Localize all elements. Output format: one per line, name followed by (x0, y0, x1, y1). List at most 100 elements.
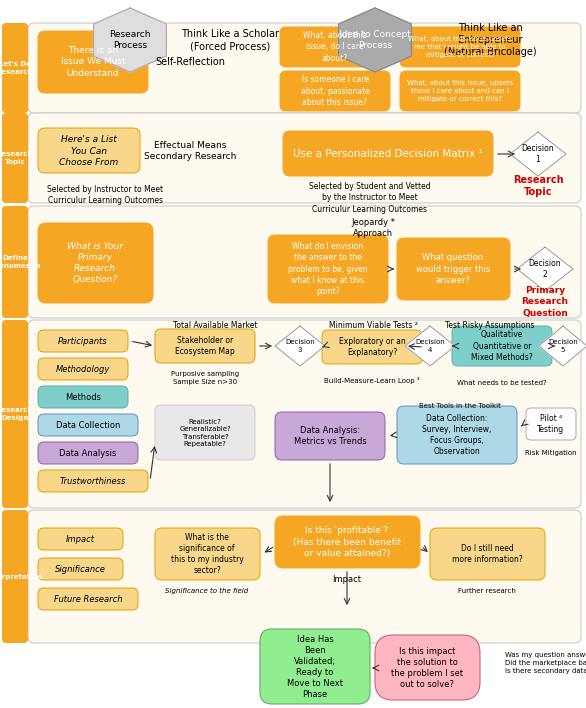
Text: What, about this issue upsets
me that I might be able to
mitigate or correct?: What, about this issue upsets me that I … (408, 37, 512, 57)
FancyBboxPatch shape (38, 358, 128, 380)
Text: What, about this
issue, do I care
about?: What, about this issue, do I care about? (303, 31, 367, 62)
Text: Research
Process: Research Process (109, 30, 151, 50)
FancyBboxPatch shape (38, 223, 153, 303)
Text: Here's a List
You Can
Choose From: Here's a List You Can Choose From (59, 135, 118, 166)
Text: Decision
1: Decision 1 (522, 144, 554, 164)
Text: Data Collection:
Survey, Interview,
Focus Groups,
Observation: Data Collection: Survey, Interview, Focu… (423, 414, 492, 456)
Polygon shape (539, 326, 586, 366)
Text: Was my question answered?
Did the marketplace back up my evidence?
Is there seco: Was my question answered? Did the market… (505, 653, 586, 673)
FancyBboxPatch shape (2, 206, 28, 318)
FancyBboxPatch shape (2, 510, 28, 643)
Text: Data Collection: Data Collection (56, 421, 120, 430)
Text: Is someone I care
about, passionate
about this issue?: Is someone I care about, passionate abou… (301, 75, 369, 107)
FancyBboxPatch shape (268, 235, 388, 303)
FancyBboxPatch shape (280, 27, 390, 67)
Text: Decision
3: Decision 3 (285, 340, 315, 353)
Text: Stakeholder or
Ecosystem Map: Stakeholder or Ecosystem Map (175, 336, 235, 356)
Text: Future Research: Future Research (54, 595, 122, 603)
Text: Significance: Significance (55, 564, 106, 573)
Polygon shape (94, 8, 166, 72)
Text: Research
Design: Research Design (0, 407, 33, 421)
Text: Exploratory or an
Explanatory?: Exploratory or an Explanatory? (339, 337, 406, 357)
Text: Decision
4: Decision 4 (415, 340, 445, 353)
Text: Idea to Concept
Process: Idea to Concept Process (339, 30, 411, 50)
Text: Decision
5: Decision 5 (548, 340, 578, 353)
Text: Self-Reflection: Self-Reflection (155, 57, 225, 67)
FancyBboxPatch shape (155, 528, 260, 580)
Text: Data Analysis: Data Analysis (59, 448, 117, 457)
FancyBboxPatch shape (38, 558, 123, 580)
FancyBboxPatch shape (38, 528, 123, 550)
Text: Research
Topic: Research Topic (0, 152, 33, 165)
Text: Significance to the field: Significance to the field (165, 588, 248, 594)
FancyBboxPatch shape (38, 386, 128, 408)
Text: What do I envision
the answer to the
problem to be, given
what I know at this
po: What do I envision the answer to the pro… (288, 242, 368, 296)
FancyBboxPatch shape (397, 238, 510, 300)
FancyBboxPatch shape (275, 516, 420, 568)
FancyBboxPatch shape (38, 470, 148, 492)
Polygon shape (510, 132, 566, 176)
Text: Methods: Methods (65, 392, 101, 401)
Text: Interpretation: Interpretation (0, 573, 43, 580)
Text: Best Tools in the Toolkit: Best Tools in the Toolkit (419, 403, 501, 409)
Text: Think Like a Scholar
(Forced Process): Think Like a Scholar (Forced Process) (181, 29, 279, 51)
Text: Is this 'profitable'?
(Has there been benefit
or value attained?): Is this 'profitable'? (Has there been be… (293, 527, 401, 558)
Polygon shape (517, 247, 573, 291)
Text: Pilot ⁴
Testing: Pilot ⁴ Testing (537, 414, 564, 434)
Text: Further research: Further research (458, 588, 516, 594)
FancyBboxPatch shape (2, 320, 28, 508)
FancyBboxPatch shape (28, 113, 581, 203)
FancyBboxPatch shape (38, 588, 138, 610)
Text: Purposive sampling
Sample Size n>30: Purposive sampling Sample Size n>30 (171, 371, 239, 384)
FancyBboxPatch shape (275, 412, 385, 460)
Polygon shape (405, 326, 455, 366)
Text: Idea Has
Been
Validated;
Ready to
Move to Next
Phase: Idea Has Been Validated; Ready to Move t… (287, 635, 343, 700)
Text: Build-Measure-Learn Loop ³: Build-Measure-Learn Loop ³ (324, 377, 420, 384)
Text: Test Risky Assumptions: Test Risky Assumptions (445, 321, 535, 331)
Text: Minimum Viable Tests ²: Minimum Viable Tests ² (329, 321, 417, 331)
Text: What is Your
Primary
Research
Question?: What is Your Primary Research Question? (67, 242, 123, 284)
Text: Methodology: Methodology (56, 365, 110, 374)
Text: Participants: Participants (58, 336, 108, 346)
Polygon shape (275, 326, 325, 366)
Text: Selected by Student and Vetted
by the Instructor to Meet
Curriculur Learning Out: Selected by Student and Vetted by the In… (309, 183, 431, 214)
FancyBboxPatch shape (155, 405, 255, 460)
FancyBboxPatch shape (38, 414, 138, 436)
FancyBboxPatch shape (28, 320, 581, 508)
Text: Qualitative
Quantitative or
Mixed Methods?: Qualitative Quantitative or Mixed Method… (471, 331, 533, 362)
Text: Is this impact
the solution to
the problem I set
out to solve?: Is this impact the solution to the probl… (391, 647, 463, 689)
FancyBboxPatch shape (28, 23, 581, 113)
FancyBboxPatch shape (260, 629, 370, 704)
Text: Impact: Impact (332, 576, 362, 585)
FancyBboxPatch shape (430, 528, 545, 580)
FancyBboxPatch shape (38, 442, 138, 464)
FancyBboxPatch shape (2, 23, 28, 113)
FancyBboxPatch shape (322, 330, 422, 364)
FancyBboxPatch shape (38, 330, 128, 352)
Text: Let's Do
Research: Let's Do Research (0, 62, 33, 75)
Text: What needs to be tested?: What needs to be tested? (457, 380, 547, 386)
Text: Research
Topic: Research Topic (513, 175, 563, 198)
FancyBboxPatch shape (397, 406, 517, 464)
FancyBboxPatch shape (38, 128, 140, 173)
Text: Impact: Impact (66, 535, 95, 544)
FancyBboxPatch shape (400, 71, 520, 111)
Text: What, about this issue, upsets
those I care about and can I
mitigate or correct : What, about this issue, upsets those I c… (407, 81, 513, 101)
FancyBboxPatch shape (400, 27, 520, 67)
Text: Primary
Research
Question: Primary Research Question (522, 287, 568, 318)
FancyBboxPatch shape (28, 206, 581, 318)
FancyBboxPatch shape (375, 635, 480, 700)
Polygon shape (339, 8, 411, 72)
FancyBboxPatch shape (38, 31, 148, 93)
Text: Risk Mitigation: Risk Mitigation (525, 450, 577, 456)
Text: There is an
Issue We Must
Understand: There is an Issue We Must Understand (60, 47, 125, 78)
Text: Effectual Means
Secondary Research: Effectual Means Secondary Research (144, 141, 236, 161)
Text: Realistic?
Generalizable?
Transferable?
Repeatable?: Realistic? Generalizable? Transferable? … (179, 418, 231, 447)
Text: Do I still need
more information?: Do I still need more information? (452, 544, 522, 564)
Text: Think Like an
Entrepreneur
(Natural Bricolage): Think Like an Entrepreneur (Natural Bric… (444, 23, 536, 57)
Text: Use a Personalized Decision Matrix ¹: Use a Personalized Decision Matrix ¹ (293, 149, 483, 159)
FancyBboxPatch shape (526, 408, 576, 440)
FancyBboxPatch shape (155, 329, 255, 363)
Text: Data Analysis:
Metrics vs Trends: Data Analysis: Metrics vs Trends (294, 426, 366, 446)
Text: Decision
2: Decision 2 (529, 259, 561, 279)
